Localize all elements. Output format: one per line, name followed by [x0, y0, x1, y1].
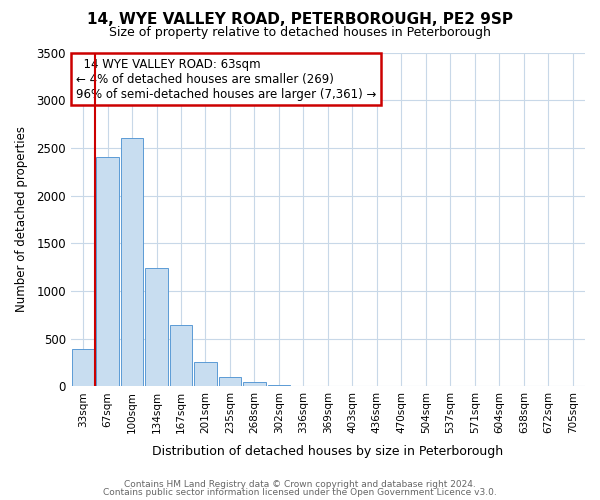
Text: 14, WYE VALLEY ROAD, PETERBOROUGH, PE2 9SP: 14, WYE VALLEY ROAD, PETERBOROUGH, PE2 9… — [87, 12, 513, 28]
X-axis label: Distribution of detached houses by size in Peterborough: Distribution of detached houses by size … — [152, 444, 503, 458]
Text: Size of property relative to detached houses in Peterborough: Size of property relative to detached ho… — [109, 26, 491, 39]
Y-axis label: Number of detached properties: Number of detached properties — [15, 126, 28, 312]
Bar — [96, 158, 119, 386]
Bar — [121, 138, 143, 386]
Text: Contains public sector information licensed under the Open Government Licence v3: Contains public sector information licen… — [103, 488, 497, 497]
Bar — [243, 382, 266, 386]
Text: Contains HM Land Registry data © Crown copyright and database right 2024.: Contains HM Land Registry data © Crown c… — [124, 480, 476, 489]
Text: 14 WYE VALLEY ROAD: 63sqm
← 4% of detached houses are smaller (269)
96% of semi-: 14 WYE VALLEY ROAD: 63sqm ← 4% of detach… — [76, 58, 376, 100]
Bar — [194, 362, 217, 386]
Bar — [219, 377, 241, 386]
Bar — [72, 349, 94, 387]
Bar — [170, 326, 192, 386]
Bar — [145, 268, 168, 386]
Bar — [268, 385, 290, 386]
